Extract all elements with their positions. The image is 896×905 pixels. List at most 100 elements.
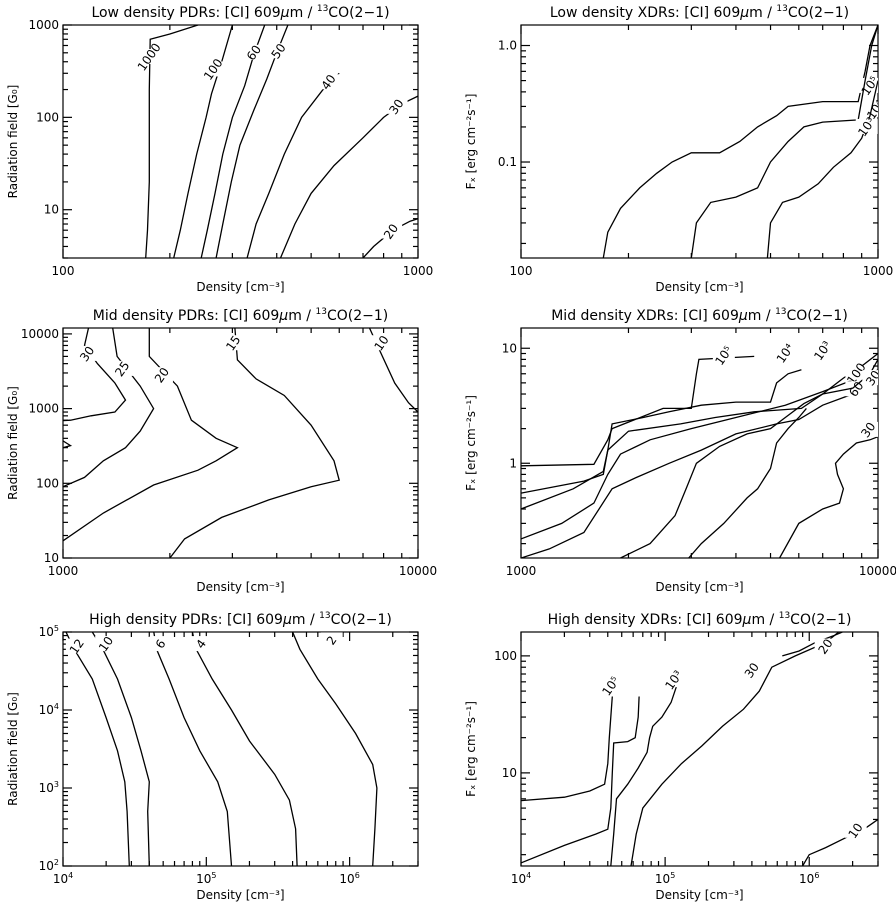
- y-tick-label: 10: [502, 341, 517, 355]
- contour-line: [521, 369, 878, 540]
- contour-label-bg: [712, 347, 735, 363]
- y-axis-label: Radiation field [G₀]: [6, 85, 20, 199]
- contour-line: [521, 696, 640, 864]
- x-tick-label: 1000: [506, 564, 537, 578]
- contour-line: [630, 632, 840, 866]
- plot-frame: [62, 24, 419, 259]
- x-tick-label: 105: [655, 871, 675, 886]
- contour-line: [620, 359, 878, 558]
- contour-label-bg: [380, 223, 403, 239]
- y-tick-label: 10000: [21, 327, 59, 341]
- contour-line: [802, 818, 878, 866]
- contour-label-bg: [222, 335, 245, 351]
- contour-label-bg: [662, 672, 685, 688]
- contour-label-bg: [774, 345, 797, 361]
- x-tick-label: 10000: [399, 564, 437, 578]
- y-tick-label: 103: [39, 780, 59, 795]
- x-tick-label: 100: [52, 264, 75, 278]
- contour-label-bg: [267, 43, 290, 59]
- x-axis-label: Density [cm⁻³]: [196, 888, 284, 902]
- y-tick-label: 102: [39, 858, 59, 873]
- contour-label-bg: [385, 98, 408, 114]
- x-axis-label: Density [cm⁻³]: [196, 280, 284, 294]
- chart-title: Mid density PDRs: [CI] 609μm / 13CO(2−1): [93, 307, 388, 324]
- y-tick-label: 1.0: [498, 39, 517, 53]
- contour-label: 10³: [811, 338, 834, 363]
- contour-label-bg: [149, 636, 172, 652]
- y-tick-label: 1: [509, 456, 517, 470]
- plot-frame: [62, 327, 419, 559]
- x-tick-label: 1000: [863, 264, 894, 278]
- plot-frame: [520, 631, 879, 867]
- chart-title: Mid density XDRs: [CI] 609μm / 13CO(2−1): [551, 307, 848, 324]
- contour-label-bg: [814, 638, 837, 654]
- contour-line: [690, 25, 878, 258]
- contour-label-bg: [599, 678, 622, 694]
- y-axis-label: Radiation field [G₀]: [6, 386, 20, 500]
- contour-label-bg: [370, 335, 393, 351]
- contour-line: [145, 25, 199, 258]
- contour-line: [779, 436, 878, 558]
- contour-label-bg: [845, 365, 868, 381]
- contour-label-bg: [855, 118, 878, 134]
- y-tick-label: 0.1: [498, 155, 517, 169]
- contour-label-bg: [844, 822, 867, 838]
- chart-title: Low density XDRs: [CI] 609μm / 13CO(2−1): [550, 4, 849, 21]
- x-tick-label: 104: [511, 871, 531, 886]
- contour-label-bg: [317, 74, 340, 90]
- contour-label-bg: [76, 345, 99, 361]
- x-axis-label: Density [cm⁻³]: [196, 580, 284, 594]
- contour-label-bg: [111, 360, 134, 376]
- x-axis-label: Density [cm⁻³]: [655, 280, 743, 294]
- y-tick-label: 1000: [28, 18, 59, 32]
- y-tick-label: 105: [39, 624, 59, 639]
- contour-line: [521, 352, 878, 510]
- contour-label-bg: [138, 49, 161, 65]
- contour-label-bg: [202, 61, 225, 77]
- chart-title: High density XDRs: [CI] 609μm / 13CO(2−1…: [548, 611, 852, 628]
- contour-line: [292, 632, 378, 866]
- x-tick-label: 1000: [48, 564, 79, 578]
- x-tick-label: 1000: [403, 264, 434, 278]
- x-tick-label: 100: [510, 264, 533, 278]
- contour-line: [521, 369, 802, 494]
- contour-line: [766, 80, 878, 258]
- x-axis-label: Density [cm⁻³]: [655, 580, 743, 594]
- y-axis-label: Fₓ [erg cm⁻²s⁻¹]: [464, 395, 478, 491]
- y-tick-label: 1000: [28, 402, 59, 416]
- panel-highxdr: 104 105 106 10 100 High density XDRs: [CI] 60…: [464, 611, 879, 902]
- contour-line: [610, 686, 678, 866]
- chart-title: Low density PDRs: [CI] 609μm / 13CO(2−1): [91, 4, 389, 21]
- contour-label-bg: [811, 342, 834, 358]
- y-tick-label: 100: [36, 110, 59, 124]
- x-tick-label: 105: [196, 871, 216, 886]
- contour-line: [246, 72, 340, 258]
- x-tick-label: 106: [799, 871, 819, 886]
- panel-midpdr: 1000 10000 10 100 1000 10000 Mid density PDRs:…: [6, 307, 437, 594]
- contour-line: [521, 355, 755, 467]
- y-tick-label: 100: [36, 476, 59, 490]
- contour-label: 10⁵: [599, 674, 622, 699]
- contour-label-bg: [320, 632, 343, 648]
- contour-line: [91, 632, 150, 866]
- y-tick-label: 100: [494, 649, 517, 663]
- plot-frame: [62, 631, 419, 867]
- contour-label-bg: [845, 381, 868, 397]
- contour-label: 10⁴: [774, 341, 797, 366]
- x-axis-label: Density [cm⁻³]: [655, 888, 743, 902]
- x-tick-label: 106: [339, 871, 359, 886]
- contour-line: [65, 632, 130, 866]
- y-tick-label: 10: [44, 203, 59, 217]
- contour-label: 10⁵: [712, 343, 735, 368]
- x-tick-label: 10000: [859, 564, 896, 578]
- y-tick-label: 104: [39, 702, 59, 717]
- contour-line: [602, 25, 878, 258]
- contour-label-bg: [857, 421, 878, 437]
- plot-frame: [520, 24, 879, 259]
- contour-label-bg: [740, 662, 763, 678]
- chart-title: High density PDRs: [CI] 609μm / 13CO(2−1…: [89, 611, 392, 628]
